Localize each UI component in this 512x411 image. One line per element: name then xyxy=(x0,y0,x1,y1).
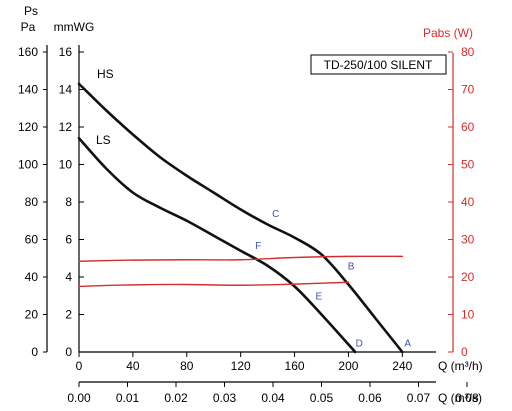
point-label-f: F xyxy=(255,241,261,252)
series-line-hs xyxy=(77,82,404,354)
tick-label-pa: 20 xyxy=(25,308,39,322)
tick-label-x-m3s: 0.04 xyxy=(261,391,285,405)
axis-unit-pa: Pa xyxy=(21,20,36,34)
tick-label-mmwg: 10 xyxy=(59,158,73,172)
tick-label-x-m3s: 0.05 xyxy=(310,391,334,405)
tick-label-x-m3s: 0.07 xyxy=(407,391,431,405)
tick-label-power: 30 xyxy=(461,233,475,247)
tick-label-x-m3h: 40 xyxy=(126,359,140,373)
tick-label-power: 60 xyxy=(461,120,475,134)
point-label-c: C xyxy=(272,209,279,220)
tick-label-pa: 160 xyxy=(18,45,38,59)
tick-label-x-m3s: 0.06 xyxy=(358,391,382,405)
tick-label-pa: 80 xyxy=(25,195,39,209)
tick-label-x-m3s: 0.03 xyxy=(213,391,237,405)
series-line-ls xyxy=(77,136,357,354)
tick-label-pa: 60 xyxy=(25,233,39,247)
tick-label-x-m3h: 120 xyxy=(231,359,251,373)
tick-label-pa: 40 xyxy=(25,270,39,284)
tick-label-mmwg: 4 xyxy=(65,270,72,284)
model-label: TD-250/100 SILENT xyxy=(324,58,433,72)
tick-label-x-m3s: 0.02 xyxy=(164,391,188,405)
tick-layer: 0204060801001201401600246810121416010203… xyxy=(18,45,479,405)
series-line-ls-power xyxy=(78,281,350,288)
curve-layer xyxy=(77,82,404,354)
tick-label-x-m3s: 0.08 xyxy=(455,391,479,405)
axis-label-ps: Ps xyxy=(24,4,38,18)
series-label-hs: HS xyxy=(97,67,114,81)
tick-label-x-m3h: 80 xyxy=(180,359,194,373)
tick-label-pa: 120 xyxy=(18,120,38,134)
tick-label-x-m3h: 160 xyxy=(285,359,305,373)
tick-label-mmwg: 2 xyxy=(65,308,72,322)
tick-label-pa: 140 xyxy=(18,83,38,97)
model-label-box xyxy=(310,54,447,75)
tick-label-x-m3h: 240 xyxy=(392,359,412,373)
tick-label-mmwg: 14 xyxy=(59,83,73,97)
point-label-layer: A B C D E F xyxy=(255,209,411,349)
tick-label-pa: 100 xyxy=(18,158,38,172)
tick-label-mmwg: 6 xyxy=(65,233,72,247)
tick-label-power: 20 xyxy=(461,270,475,284)
tick-label-mmwg: 16 xyxy=(59,45,73,59)
point-label-b: B xyxy=(348,262,355,273)
tick-label-power: 10 xyxy=(461,308,475,322)
series-label-ls: LS xyxy=(96,133,111,147)
point-label-a: A xyxy=(404,338,411,349)
tick-label-pa: 0 xyxy=(31,345,38,359)
tick-label-mmwg: 8 xyxy=(65,195,72,209)
axis-label-x-m3s: Q (m³/s) xyxy=(438,391,482,405)
tick-label-power: 80 xyxy=(461,45,475,59)
tick-label-mmwg: 12 xyxy=(59,120,73,134)
series-line-hs-power xyxy=(78,255,404,262)
tick-label-power: 40 xyxy=(461,195,475,209)
tick-label-mmwg: 0 xyxy=(65,345,72,359)
tick-label-power: 70 xyxy=(461,83,475,97)
tick-label-x-m3s: 0.01 xyxy=(116,391,140,405)
tick-label-x-m3h: 0 xyxy=(76,359,83,373)
point-label-e: E xyxy=(315,292,322,303)
tick-label-x-m3h: 200 xyxy=(338,359,358,373)
tick-label-power: 50 xyxy=(461,158,475,172)
tick-label-power: 0 xyxy=(461,345,468,359)
axis-unit-mmwg: mmWG xyxy=(54,20,95,34)
axis-unit-power: Pabs (W) xyxy=(423,26,473,40)
axis-label-x-m3h: Q (m³/h) xyxy=(438,359,483,373)
tick-label-x-m3s: 0.00 xyxy=(67,391,91,405)
point-label-d: D xyxy=(356,338,363,349)
